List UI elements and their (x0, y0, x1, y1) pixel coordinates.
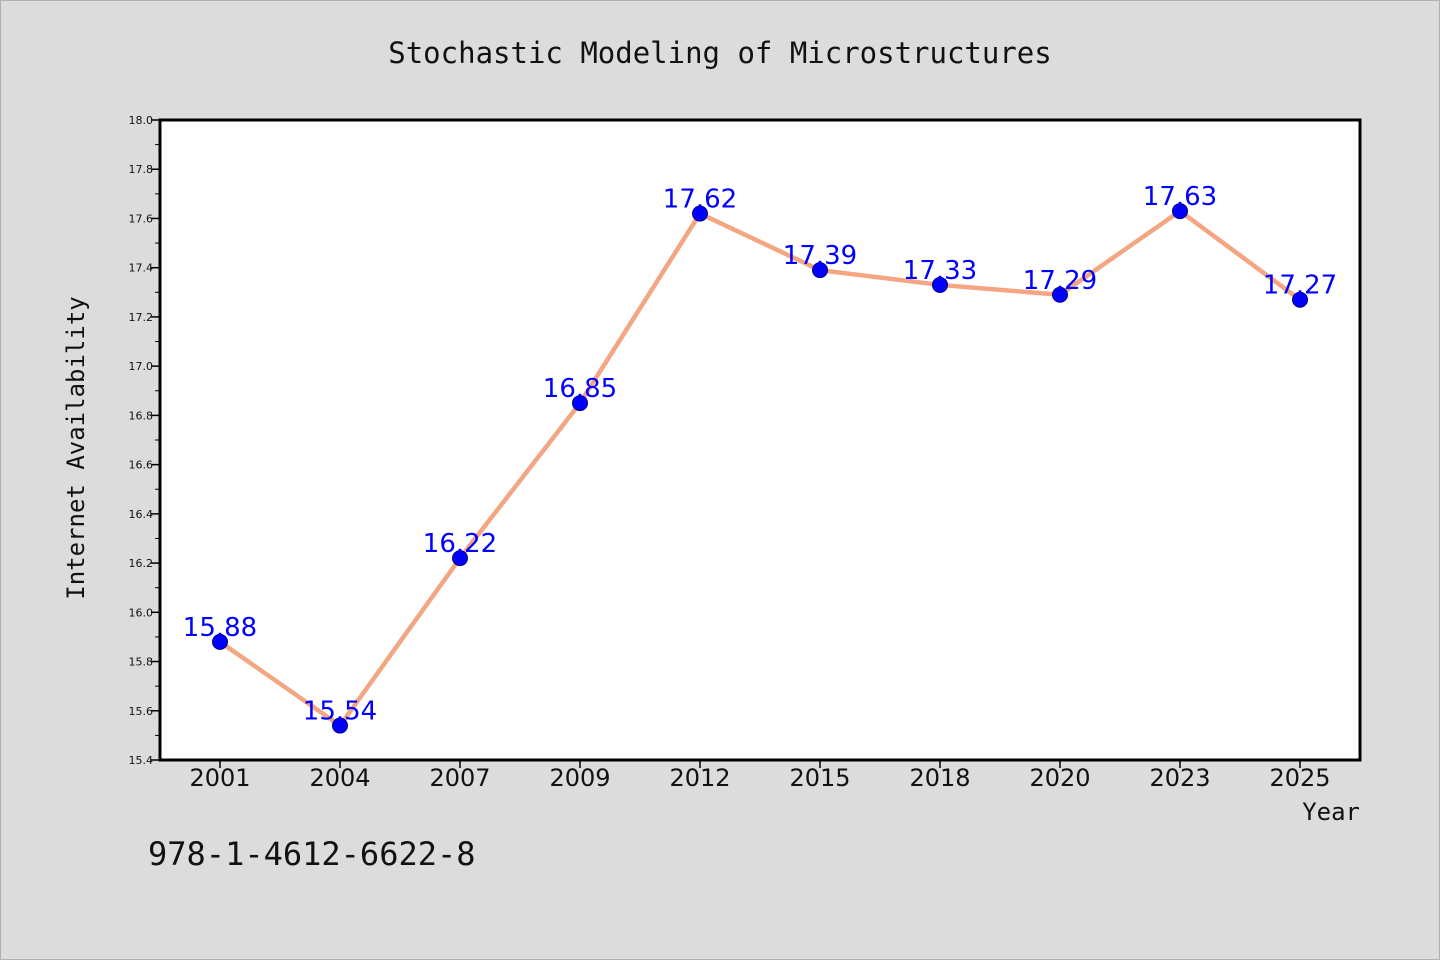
data-label: 17.62 (663, 185, 737, 215)
y-tick-label: 16.6 (129, 459, 154, 472)
data-label: 16.22 (423, 529, 497, 559)
x-tick-label: 2004 (309, 764, 370, 792)
data-point (212, 633, 228, 650)
x-tick-label: 2023 (1149, 764, 1210, 792)
data-point (692, 205, 708, 222)
data-label: 17.63 (1143, 182, 1217, 212)
data-point (1292, 291, 1308, 308)
data-label: 17.33 (903, 256, 977, 286)
y-tick-label: 15.8 (129, 656, 154, 669)
y-tick-label: 17.0 (129, 360, 154, 373)
x-tick-label: 2018 (909, 764, 970, 792)
y-tick-label: 17.2 (129, 311, 154, 324)
y-tick-label: 16.8 (129, 409, 154, 422)
y-tick-label: 15.6 (129, 705, 154, 718)
footer-isbn: 978-1-4612-6622-8 (148, 835, 476, 873)
x-tick-label: 2012 (669, 764, 730, 792)
data-label: 15.88 (183, 613, 257, 643)
y-tick-label: 16.0 (129, 606, 154, 619)
data-point (812, 262, 828, 279)
chart-title: Stochastic Modeling of Microstructures (388, 36, 1051, 70)
y-tick-label: 17.8 (129, 163, 154, 176)
y-axis: 15.4 15.6 15.8 16.0 16.2 16.4 16.6 16.8 17.0 17.2… (129, 114, 160, 767)
data-label: 16.85 (543, 374, 617, 404)
data-label: 15.54 (303, 697, 377, 727)
x-tick-label: 2007 (429, 764, 490, 792)
data-point (1172, 203, 1188, 220)
y-tick-label: 17.6 (129, 212, 154, 225)
y-tick-label: 15.4 (129, 754, 154, 767)
y-tick-label: 16.4 (129, 508, 154, 521)
y-tick-label: 17.4 (129, 262, 154, 275)
data-point (572, 395, 588, 412)
y-axis-label: Internet Availability (62, 296, 90, 599)
x-tick-label: 2009 (549, 764, 610, 792)
x-tick-label: 2025 (1269, 764, 1330, 792)
data-point (1052, 286, 1068, 303)
data-series: 15.88 15.54 16.22 16.85 17.62 17.39 17.33 17.29… (183, 182, 1337, 734)
data-point (932, 276, 948, 293)
x-tick-label: 2001 (189, 764, 250, 792)
data-label: 17.29 (1023, 266, 1097, 296)
series-line (218, 208, 1302, 728)
data-point (332, 717, 348, 734)
y-tick-label: 18.0 (129, 114, 154, 127)
y-tick-label: 16.2 (129, 557, 154, 570)
data-label: 17.39 (783, 241, 857, 271)
data-point (452, 550, 468, 567)
x-axis: 2001 2004 2007 2009 2012 2015 2018 2020 2023 2025 (189, 760, 1331, 792)
x-tick-label: 2015 (789, 764, 850, 792)
x-axis-label: Year (1302, 798, 1360, 826)
data-label: 17.27 (1263, 271, 1337, 301)
x-tick-label: 2020 (1029, 764, 1090, 792)
